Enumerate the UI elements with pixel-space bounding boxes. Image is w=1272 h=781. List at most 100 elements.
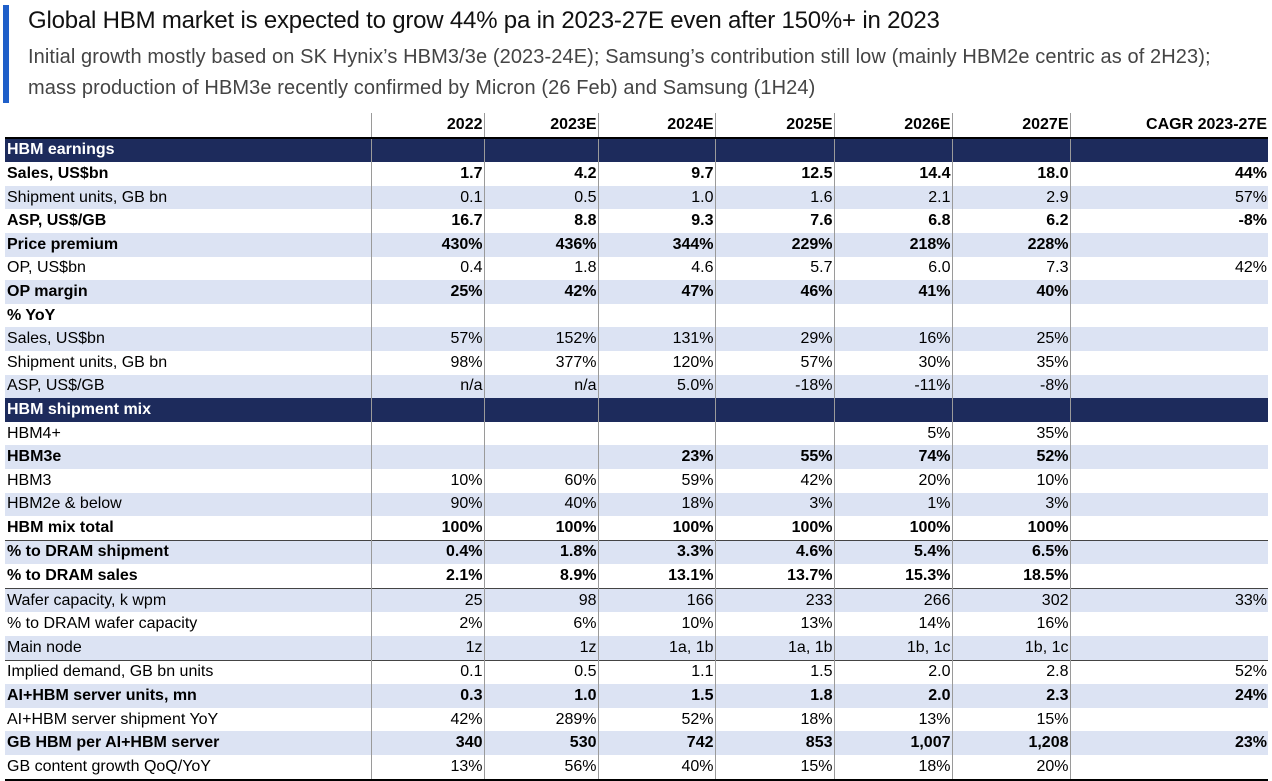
- table-cell: 436%: [484, 232, 599, 257]
- table-cell: 33%: [1070, 587, 1268, 613]
- row-label: ASP, US$/GB: [5, 374, 372, 399]
- table-cell: 5.4%: [834, 539, 953, 565]
- table-cell: 5.0%: [598, 374, 716, 399]
- row-label: AI+HBM server shipment YoY: [5, 707, 372, 732]
- table-cell: [715, 421, 835, 446]
- table-cell: 23%: [598, 445, 716, 469]
- table-row: % to DRAM wafer capacity 2% 6% 10% 13% 14% 16%: [5, 612, 1268, 637]
- table-cell: 430%: [371, 232, 485, 257]
- table-cell: 40%: [952, 280, 1071, 304]
- table-row: % to DRAM shipment 0.4% 1.8% 3.3% 4.6% 5.4% 6.…: [5, 539, 1268, 565]
- table-cell: 152%: [484, 327, 599, 351]
- table-cell: [1070, 327, 1268, 351]
- table-cell: [952, 303, 1071, 328]
- table-cell: 218%: [834, 232, 953, 257]
- row-label: % to DRAM sales: [5, 564, 372, 589]
- table-cell: 1a, 1b: [598, 636, 716, 661]
- table-cell: 1.8: [715, 684, 835, 708]
- table-cell: 100%: [371, 516, 485, 541]
- table-cell: -11%: [834, 374, 953, 399]
- accent-bar: [3, 5, 9, 103]
- table-cell: 29%: [715, 327, 835, 351]
- table-cell: 1.8%: [484, 539, 599, 565]
- table-cell: 1.6: [715, 185, 835, 210]
- hbm-market-table: 2022 2023E 2024E 2025E 2026E 2027E CAGR 2023-2…: [5, 113, 1268, 781]
- table-cell: [1070, 232, 1268, 257]
- table-cell: 12.5: [715, 162, 835, 186]
- table-row: HBM2e & below 90% 40% 18% 3% 1% 3%: [5, 492, 1268, 517]
- table-cell: [952, 398, 1071, 422]
- table-cell: 90%: [371, 492, 485, 517]
- table-cell: 2.0: [834, 684, 953, 708]
- table-cell: 57%: [715, 350, 835, 375]
- slide-subtitle: Initial growth mostly based on SK Hynix’…: [28, 46, 1211, 99]
- table-cell: 3%: [715, 492, 835, 517]
- table-cell: 1.8: [484, 256, 599, 281]
- table-cell: [371, 303, 485, 328]
- row-label: OP margin: [5, 280, 372, 304]
- table-cell: 41%: [834, 280, 953, 304]
- table-row: AI+HBM server shipment YoY 42% 289% 52% 18% 1…: [5, 707, 1268, 732]
- table-cell: 2.1: [834, 185, 953, 210]
- table-cell: 1.5: [598, 684, 716, 708]
- row-label: GB content growth QoQ/YoY: [5, 755, 372, 781]
- table-cell: [952, 137, 1071, 163]
- table-cell: 57%: [371, 327, 485, 351]
- table-cell: 0.1: [371, 185, 485, 210]
- table-cell: 100%: [834, 516, 953, 541]
- table-cell: 1%: [834, 492, 953, 517]
- table-cell: [1070, 398, 1268, 422]
- row-label: HBM earnings: [5, 137, 372, 163]
- table-cell: [484, 398, 599, 422]
- table-cell: 530: [484, 731, 599, 756]
- table-cell: 10%: [952, 468, 1071, 493]
- table-cell: 8.9%: [484, 564, 599, 589]
- table-cell: -18%: [715, 374, 835, 399]
- table-cell: 233: [715, 587, 835, 613]
- table-row: HBM4+ 5% 35%: [5, 421, 1268, 446]
- table-cell: 2.0: [834, 659, 953, 685]
- table-cell: [715, 137, 835, 163]
- row-label: Sales, US$bn: [5, 162, 372, 186]
- row-label: Shipment units, GB bn: [5, 350, 372, 375]
- column-header: CAGR 2023-27E: [1070, 113, 1268, 139]
- table-cell: [1070, 137, 1268, 163]
- table-cell: 9.7: [598, 162, 716, 186]
- table-cell: 0.4: [371, 256, 485, 281]
- table-cell: 1,208: [952, 731, 1071, 756]
- table-cell: 2.8: [952, 659, 1071, 685]
- table-cell: 42%: [1234, 259, 1267, 277]
- table-cell: 9.3: [598, 209, 716, 233]
- table-cell: 24%: [1070, 684, 1268, 708]
- table-cell: 2%: [371, 612, 485, 637]
- row-label: OP, US$bn: [5, 256, 372, 281]
- table-cell: 18%: [834, 755, 953, 781]
- table-cell: 2.3: [952, 684, 1071, 708]
- table-cell: 1.7: [371, 162, 485, 186]
- row-label: % to DRAM shipment: [5, 539, 372, 565]
- table-cell: 52%: [1070, 659, 1268, 685]
- table-cell: [1070, 612, 1268, 636]
- table-cell: 15%: [715, 755, 835, 781]
- table-cell: 0.5: [484, 659, 599, 685]
- table-cell: 1.5: [715, 659, 835, 685]
- table-row: Price premium 430% 436% 344% 229% 218% 228%: [5, 232, 1268, 257]
- row-label: GB HBM per AI+HBM server: [5, 731, 372, 756]
- table-cell: 1b, 1c: [834, 636, 953, 661]
- table-cell: 98: [484, 587, 599, 613]
- table-cell: [834, 137, 953, 163]
- table-cell: 59%: [598, 468, 716, 493]
- table-cell: 377%: [484, 350, 599, 375]
- table-cell: 2.1%: [371, 564, 485, 589]
- column-header-label: [5, 113, 372, 139]
- table-body: HBM earnings Sales, US$bn 1.7 4.2 9.7 12.5 14.…: [5, 137, 1268, 781]
- table-cell: [1070, 708, 1268, 732]
- table-cell: 100%: [598, 516, 716, 541]
- table-cell: 1b, 1c: [952, 636, 1071, 661]
- table-cell: 4.6%: [715, 539, 835, 565]
- table-row: GB content growth QoQ/YoY 13% 56% 40% 15% 18%…: [5, 755, 1268, 781]
- table-cell: 13.7%: [715, 564, 835, 589]
- table-cell: 0.4%: [371, 539, 485, 565]
- table-row: Sales, US$bn 1.7 4.2 9.7 12.5 14.4 18.0 44%: [5, 162, 1268, 186]
- table-cell: 98%: [371, 350, 485, 375]
